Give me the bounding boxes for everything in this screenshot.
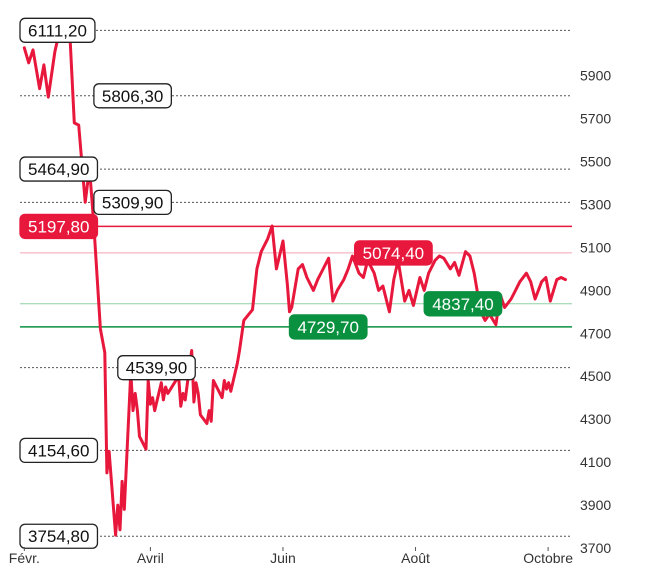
level-label-box-7 bbox=[288, 314, 368, 340]
y-tick-label-0: 3700 bbox=[580, 540, 611, 556]
level-label-box-0 bbox=[19, 17, 96, 43]
level-label-1: 5806,30 bbox=[93, 83, 172, 109]
x-tick-label-1: Avril bbox=[137, 550, 164, 566]
level-labels: 6111,20 5806,30 5464,90 5309,90 5197,80 5074,… bbox=[19, 17, 503, 549]
level-label-text-0: 6111,20 bbox=[28, 21, 87, 40]
y-tick-label-9: 5500 bbox=[580, 154, 611, 170]
level-label-text-5: 5074,40 bbox=[363, 244, 424, 263]
level-label-text-3: 5309,90 bbox=[102, 193, 163, 212]
x-tick-label-4: Octobre bbox=[523, 550, 573, 566]
level-label-box-6 bbox=[423, 291, 503, 317]
x-tick-label-2: Juin bbox=[270, 550, 296, 566]
level-label-2: 5464,90 bbox=[19, 156, 99, 182]
level-label-box-2 bbox=[19, 156, 99, 182]
level-label-10: 3754,80 bbox=[19, 523, 99, 549]
level-label-5: 5074,40 bbox=[354, 240, 433, 266]
level-label-4: 5197,80 bbox=[19, 213, 99, 240]
series-line-0 bbox=[22, 28, 567, 537]
y-tick-label-2: 4100 bbox=[580, 454, 611, 470]
y-tick-label-10: 5700 bbox=[580, 111, 611, 127]
level-label-8: 4539,90 bbox=[117, 355, 196, 381]
y-tick-label-7: 5100 bbox=[580, 239, 611, 255]
y-tick-label-11: 5900 bbox=[580, 68, 611, 84]
level-label-box-1 bbox=[93, 83, 172, 109]
y-tick-label-8: 5300 bbox=[580, 196, 611, 212]
level-label-text-9: 4154,60 bbox=[28, 441, 89, 460]
level-label-text-8: 4539,90 bbox=[126, 359, 187, 378]
level-label-3: 5309,90 bbox=[93, 189, 172, 216]
x-tick-label-3: Août bbox=[401, 550, 430, 566]
level-label-box-3 bbox=[93, 189, 172, 216]
y-tick-label-1: 3900 bbox=[580, 497, 611, 513]
level-label-7: 4729,70 bbox=[288, 314, 368, 340]
level-label-text-10: 3754,80 bbox=[28, 527, 89, 546]
level-label-box-5 bbox=[354, 240, 433, 266]
y-tick-label-6: 4900 bbox=[580, 282, 611, 298]
level-label-text-7: 4729,70 bbox=[297, 318, 358, 337]
y-tick-label-4: 4500 bbox=[580, 368, 611, 384]
y-tick-label-5: 4700 bbox=[580, 325, 611, 341]
level-label-9: 4154,60 bbox=[19, 437, 99, 464]
level-label-text-6: 4837,40 bbox=[432, 295, 493, 314]
level-label-box-10 bbox=[19, 523, 99, 549]
y-axis: 3700 3900 4100 4300 4500 4700 4900 5100 5300 5500… bbox=[580, 68, 611, 556]
level-label-text-2: 5464,90 bbox=[28, 160, 89, 179]
y-tick-label-3: 4300 bbox=[580, 411, 611, 427]
level-label-text-4: 5197,80 bbox=[28, 217, 89, 236]
x-axis: Févr. Avril Juin Août Octobre bbox=[9, 547, 573, 566]
level-label-6: 4837,40 bbox=[423, 291, 503, 317]
level-label-text-1: 5806,30 bbox=[102, 87, 163, 106]
series-layer bbox=[22, 28, 567, 537]
level-label-box-8 bbox=[117, 355, 196, 381]
x-tick-label-0: Févr. bbox=[9, 550, 40, 566]
level-label-box-9 bbox=[19, 437, 99, 464]
level-label-box-4 bbox=[19, 213, 99, 240]
level-label-0: 6111,20 bbox=[19, 17, 96, 43]
